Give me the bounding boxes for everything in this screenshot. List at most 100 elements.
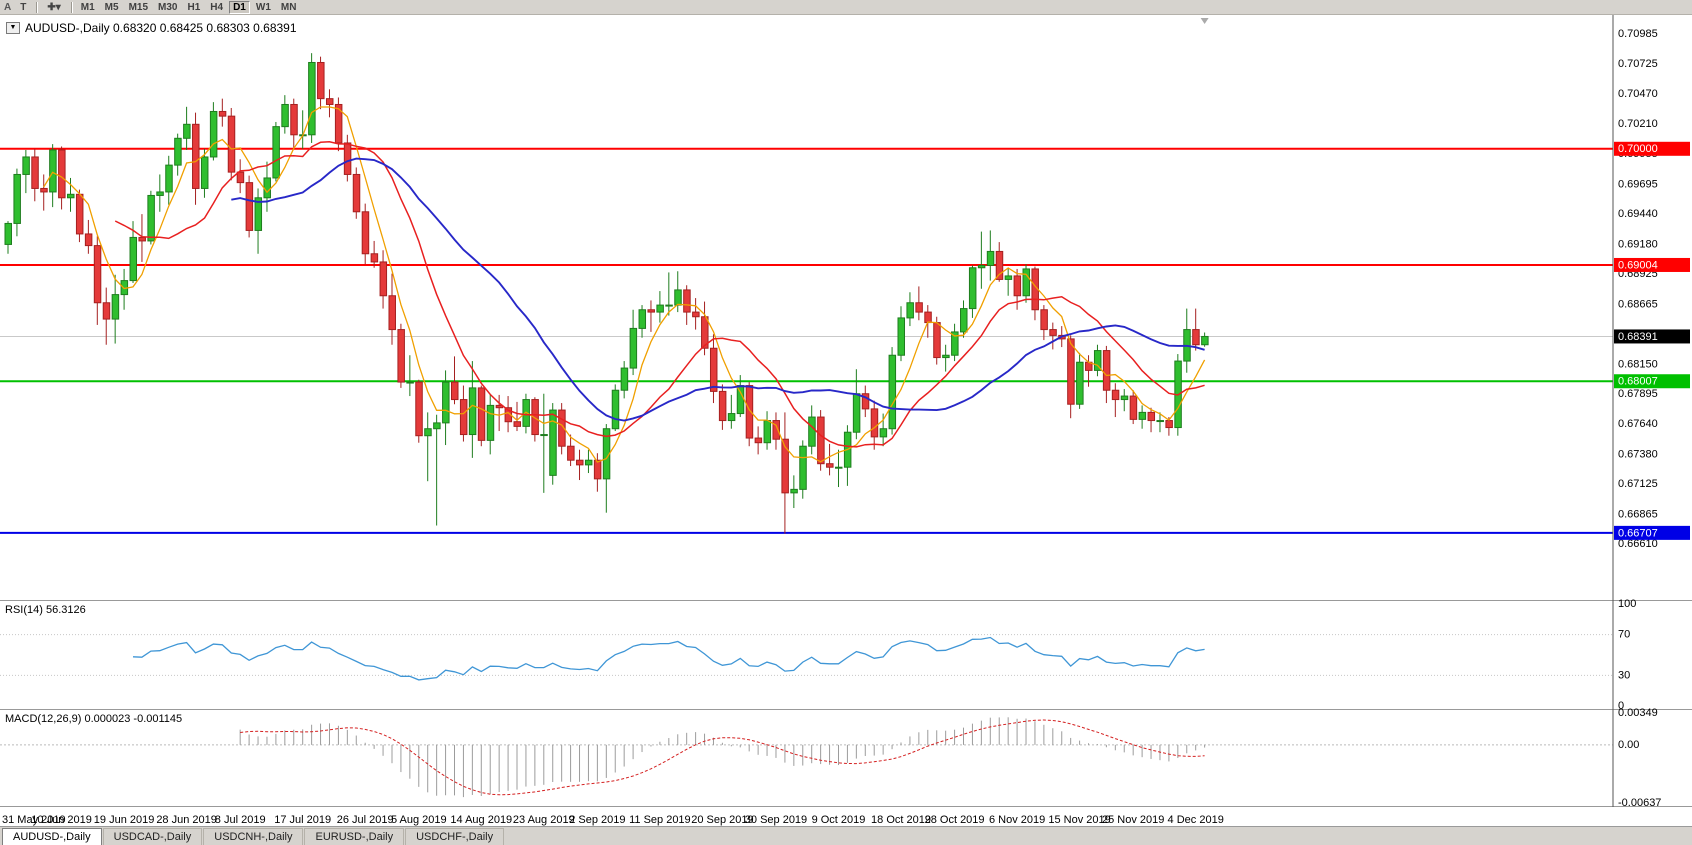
candle: [977, 231, 986, 289]
candle: [647, 300, 655, 332]
chevron-down-icon: ▾: [55, 1, 61, 13]
date-label: 2 Sep 2019: [569, 814, 625, 826]
timeframe-button-w1[interactable]: W1: [255, 1, 271, 13]
crosshair-tool-button[interactable]: ✚▾: [42, 1, 65, 14]
candle: [531, 397, 539, 442]
candle: [343, 134, 352, 182]
candle: [192, 112, 200, 205]
price-axis-label: 0.66865: [1618, 508, 1658, 520]
chart-tab-usdchf[interactable]: USDCHF-,Daily: [405, 828, 505, 845]
date-label: 6 Nov 2019: [989, 814, 1045, 826]
candle: [584, 449, 593, 474]
chart-window: 0.709850.707250.704700.702100.699550.696…: [0, 15, 1692, 826]
candle: [263, 161, 271, 212]
candle: [1183, 308, 1191, 373]
candle: [727, 394, 736, 429]
candle: [504, 396, 513, 433]
chart-title: ▼ AUDUSD-,Daily 0.68320 0.68425 0.68303 …: [6, 21, 297, 35]
candle: [924, 305, 932, 338]
candle: [942, 344, 950, 372]
hline-price-tag: 0.68007: [1614, 374, 1690, 389]
chart-shift-marker[interactable]: [1200, 18, 1209, 24]
rsi-axis-label: 100: [1618, 598, 1636, 610]
candle: [84, 219, 93, 254]
candle: [200, 148, 209, 198]
svg-text:0.68007: 0.68007: [1618, 376, 1658, 388]
candle: [790, 475, 798, 509]
date-label: 28 Oct 2019: [925, 814, 985, 826]
candle: [1138, 405, 1147, 429]
timeframe-button-m15[interactable]: M15: [128, 1, 149, 13]
candle: [388, 273, 396, 345]
chart-tabs-bar: AUDUSD-,Daily USDCAD-,Daily USDCNH-,Daily E…: [0, 826, 1692, 845]
chart-tab-usdcnh[interactable]: USDCNH-,Daily: [203, 828, 304, 845]
date-label: 9 Oct 2019: [812, 814, 866, 826]
chart-canvas[interactable]: 0.709850.707250.704700.702100.699550.696…: [0, 15, 1692, 826]
candle: [852, 369, 861, 440]
date-label: 30 Sep 2019: [745, 814, 807, 826]
toolbar-button-a[interactable]: A: [4, 1, 12, 13]
svg-text:0.66707: 0.66707: [1618, 527, 1658, 539]
candle: [638, 305, 647, 338]
candle: [567, 434, 575, 467]
candle: [629, 309, 638, 376]
price-axis-label: 0.66610: [1618, 538, 1658, 550]
candle: [433, 414, 441, 526]
candle: [799, 440, 807, 499]
ma-line-fast: [43, 106, 1206, 463]
candle: [281, 95, 289, 134]
chart-tab-audusd[interactable]: AUDUSD-,Daily: [2, 828, 102, 845]
timeframe-button-m30[interactable]: M30: [158, 1, 178, 13]
candle: [174, 133, 182, 176]
timeframe-button-h4[interactable]: H4: [210, 1, 224, 13]
price-axis-label: 0.69180: [1618, 238, 1658, 250]
timeframe-button-m5[interactable]: M5: [104, 1, 119, 13]
candle: [486, 394, 495, 455]
candle: [165, 155, 173, 205]
chart-tab-eurusd[interactable]: EURUSD-,Daily: [304, 828, 405, 845]
candle: [254, 188, 263, 254]
timeframe-button-mn[interactable]: MN: [280, 1, 297, 13]
candle: [834, 449, 843, 488]
macd-signal-line: [240, 719, 1205, 796]
price-axis-label: 0.67125: [1618, 478, 1658, 490]
candle: [808, 405, 816, 455]
candle: [576, 449, 584, 481]
candle: [513, 401, 522, 432]
symbol-dropdown-icon[interactable]: ▼: [6, 22, 20, 34]
candle: [245, 175, 254, 238]
candle: [951, 323, 959, 362]
candle: [549, 403, 557, 485]
candle: [1076, 352, 1084, 409]
candle: [477, 385, 486, 447]
candle: [960, 300, 968, 338]
chart-tab-usdcad[interactable]: USDCAD-,Daily: [102, 828, 203, 845]
candle: [1111, 383, 1120, 418]
macd-label: MACD(12,26,9) 0.000023 -0.001145: [5, 713, 183, 725]
top-toolbar: A T ✚▾ M1 M5 M15 M30 H1 H4 D1 W1 MN: [0, 0, 1692, 15]
candle: [227, 107, 236, 181]
timeframe-button-h1[interactable]: H1: [187, 1, 201, 13]
timeframe-button-d1[interactable]: D1: [229, 0, 250, 14]
date-label: 8 Jul 2019: [215, 814, 266, 826]
svg-text:0.70000: 0.70000: [1618, 143, 1658, 155]
timeframe-button-m1[interactable]: M1: [80, 1, 95, 13]
text-tool-button[interactable]: T: [20, 1, 27, 13]
date-label: 26 Jul 2019: [337, 814, 394, 826]
candle: [397, 323, 405, 388]
candle: [4, 221, 12, 254]
candle: [558, 403, 566, 455]
candle: [906, 292, 914, 327]
candle: [49, 144, 57, 208]
candle: [1192, 308, 1200, 351]
crosshair-icon: ✚: [47, 1, 56, 13]
candle: [781, 412, 789, 534]
candle: [620, 361, 629, 399]
svg-text:0.69004: 0.69004: [1618, 259, 1658, 271]
candle: [593, 453, 602, 492]
candle: [665, 272, 673, 316]
candle: [540, 393, 548, 493]
candle: [995, 242, 1004, 282]
price-axis[interactable]: 0.709850.707250.704700.702100.699550.696…: [1612, 15, 1690, 809]
